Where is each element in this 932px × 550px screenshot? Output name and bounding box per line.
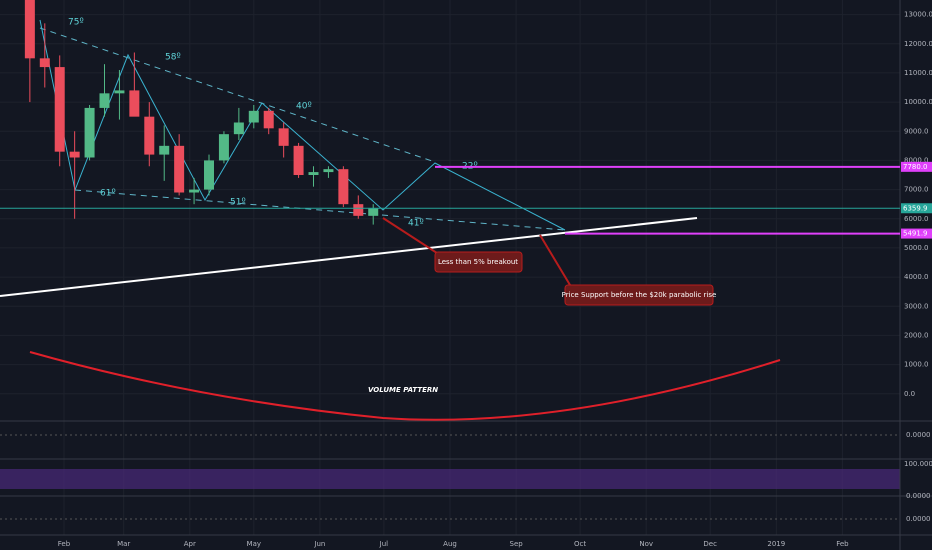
- candle-body: [129, 90, 140, 117]
- candle-body: [218, 134, 229, 161]
- indicator-label: 0.0000: [906, 515, 931, 523]
- angle-label: 41º: [408, 219, 424, 229]
- support-line: [74, 189, 566, 231]
- candle-body: [338, 169, 349, 205]
- volume-curve: [29, 351, 781, 421]
- y-tick-label: 2000.0: [904, 331, 929, 339]
- angle-label: 40º: [296, 102, 312, 112]
- y-tick-label: 3000.0: [904, 302, 929, 310]
- y-tick-label: 6000.0: [904, 215, 929, 223]
- x-tick-label: Oct: [574, 540, 586, 548]
- resistance-line: [39, 27, 436, 163]
- y-tick-label: 7000.0: [904, 186, 929, 194]
- x-tick-label: Sep: [510, 540, 524, 548]
- candle-body: [39, 58, 50, 68]
- candle-body: [69, 151, 80, 158]
- y-tick-label: 9000.0: [904, 127, 929, 135]
- candle-body: [233, 122, 244, 135]
- indicator-label: 0.0000: [906, 492, 931, 500]
- indicator-label: 0.0000: [906, 431, 931, 439]
- angle-label: 75º: [68, 18, 84, 28]
- candle-body: [114, 90, 125, 94]
- candle-body: [308, 172, 319, 175]
- candle-body: [323, 169, 334, 173]
- callout-text: Less than 5% breakout: [438, 258, 518, 266]
- x-tick-label: Jul: [379, 540, 389, 548]
- candle-body: [24, 0, 35, 59]
- candle-body: [368, 208, 379, 216]
- price-label: 5491.9: [903, 230, 928, 238]
- candle-body: [54, 67, 65, 152]
- candle-body: [293, 145, 304, 175]
- y-tick-label: 4000.0: [904, 273, 929, 281]
- x-tick-label: Dec: [703, 540, 717, 548]
- candle-body: [353, 204, 364, 216]
- price-label: 7780.0: [903, 163, 928, 171]
- candle-body: [144, 116, 155, 155]
- price-label-box: [901, 161, 932, 172]
- candle-body: [263, 110, 274, 129]
- callout-box: [564, 284, 714, 306]
- volume-label: VOLUME PATTERN: [368, 386, 438, 394]
- y-tick-label: 5000.0: [904, 244, 929, 252]
- y-tick-label: 1000.0: [904, 361, 929, 369]
- candle-body: [204, 160, 215, 190]
- price-label: 6359.9: [903, 204, 928, 212]
- y-tick-label: 13000.0: [904, 11, 932, 19]
- x-tick-label: Feb: [58, 540, 71, 548]
- callout-line: [382, 217, 441, 256]
- candle-body: [99, 93, 110, 108]
- candle-body: [189, 189, 200, 193]
- callout-line: [539, 234, 571, 286]
- x-tick-label: 2019: [767, 540, 785, 548]
- candle-body: [248, 110, 259, 123]
- x-tick-label: Feb: [836, 540, 849, 548]
- y-tick-label: 12000.0: [904, 40, 932, 48]
- angle-label: 61º: [100, 189, 116, 199]
- x-tick-label: Apr: [184, 540, 196, 548]
- trend-line: [0, 217, 698, 297]
- x-tick-label: Mar: [117, 540, 130, 548]
- y-tick-label: 8000.0: [904, 156, 929, 164]
- indicator-label: 100.0000: [904, 460, 932, 468]
- rsi-band: [0, 469, 900, 489]
- x-tick-label: Aug: [443, 540, 457, 548]
- callout-box: [434, 251, 523, 273]
- candle-body: [278, 128, 289, 146]
- candle-body: [84, 107, 95, 158]
- y-tick-label: 10000.0: [904, 98, 932, 106]
- price-label-box: [901, 228, 932, 239]
- wave-path: [39, 19, 566, 231]
- angle-label: 58º: [165, 53, 181, 63]
- angle-label: 51º: [230, 198, 246, 208]
- callout-text: Price Support before the $20k parabolic …: [562, 291, 717, 299]
- x-tick-label: May: [247, 540, 261, 548]
- y-tick-label: 11000.0: [904, 69, 932, 77]
- candle-body: [159, 145, 170, 155]
- y-tick-label: 0.0: [904, 390, 915, 398]
- candle-body: [174, 145, 185, 193]
- price-label-box: [901, 203, 932, 214]
- x-tick-label: Jun: [313, 540, 325, 548]
- x-tick-label: Nov: [639, 540, 653, 548]
